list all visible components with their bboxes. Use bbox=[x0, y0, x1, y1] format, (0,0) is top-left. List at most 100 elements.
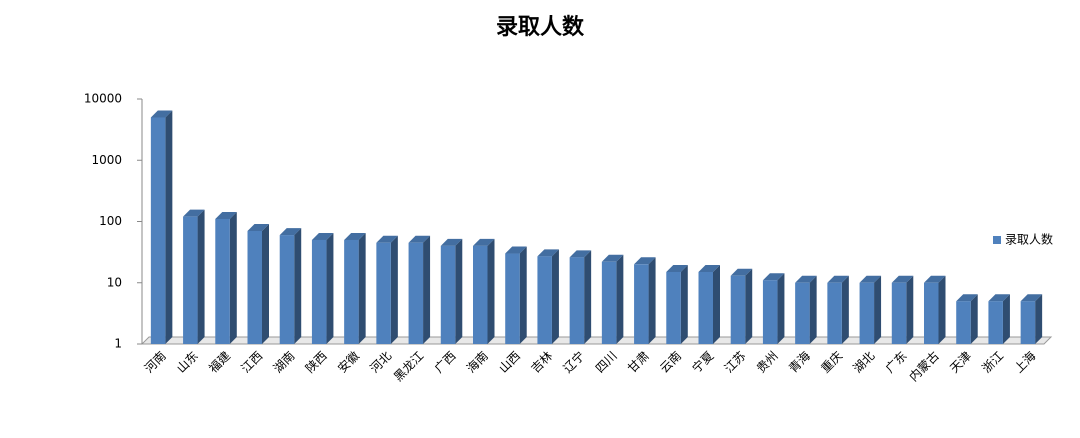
y-tick-label: 10000 bbox=[84, 92, 122, 106]
bar-top bbox=[698, 264, 720, 272]
x-tick-label: 贵州 bbox=[754, 349, 781, 376]
x-tick-label: 广东 bbox=[883, 349, 910, 376]
bar-side bbox=[487, 238, 495, 344]
chart-title: 录取人数 bbox=[496, 14, 585, 40]
bar-side bbox=[809, 275, 817, 344]
x-tick-label: 陕西 bbox=[302, 348, 330, 376]
bar-top bbox=[473, 238, 495, 246]
bar-top bbox=[634, 257, 656, 265]
bar-side bbox=[777, 273, 785, 344]
bar bbox=[956, 301, 971, 344]
x-tick-label: 吉林 bbox=[528, 349, 555, 376]
bar-top bbox=[569, 250, 592, 258]
bar-top bbox=[408, 235, 431, 243]
bar bbox=[408, 242, 424, 344]
bar-top bbox=[956, 294, 978, 302]
bar bbox=[859, 282, 875, 344]
x-tick-label: 安徽 bbox=[334, 348, 362, 376]
bar bbox=[988, 301, 1003, 344]
bar-side bbox=[326, 232, 334, 344]
bar bbox=[891, 282, 907, 344]
x-tick-label: 河南 bbox=[141, 348, 169, 376]
bar bbox=[601, 261, 617, 344]
bar bbox=[247, 230, 262, 344]
x-tick-label: 广西 bbox=[432, 349, 459, 376]
bar bbox=[215, 218, 230, 344]
bar-top bbox=[924, 275, 946, 283]
bar-top bbox=[666, 264, 688, 272]
bar-side bbox=[519, 246, 527, 344]
bar-top bbox=[859, 275, 882, 283]
x-tick-label: 宁夏 bbox=[689, 348, 717, 376]
x-tick-label: 河北 bbox=[367, 349, 394, 376]
x-tick-label: 内蒙古 bbox=[906, 348, 942, 384]
x-tick-label: 湖南 bbox=[270, 348, 298, 376]
x-tick-label: 天津 bbox=[947, 349, 974, 376]
bar-top bbox=[601, 254, 624, 262]
x-tick-label: 江苏 bbox=[722, 349, 749, 376]
bar bbox=[569, 257, 585, 344]
bar-side bbox=[229, 211, 237, 344]
x-tick-label: 浙江 bbox=[979, 349, 1006, 376]
bar-top bbox=[762, 273, 785, 281]
bar-top bbox=[150, 110, 173, 118]
bar bbox=[311, 239, 327, 344]
bar-side bbox=[423, 235, 431, 344]
bar bbox=[344, 239, 359, 344]
bar bbox=[376, 242, 391, 344]
bar-top bbox=[730, 268, 753, 276]
bar-side bbox=[165, 110, 173, 345]
y-tick-label: 100 bbox=[99, 214, 122, 228]
legend-swatch bbox=[993, 236, 1001, 244]
bar-top bbox=[376, 235, 398, 243]
bar-top bbox=[988, 294, 1010, 302]
bar-top bbox=[215, 211, 237, 219]
bar-side bbox=[874, 275, 882, 344]
bar-side bbox=[712, 264, 720, 344]
bar-top bbox=[505, 246, 527, 254]
bar-top bbox=[247, 223, 269, 231]
bar-side bbox=[680, 264, 688, 344]
bar-side bbox=[616, 254, 624, 344]
bar-side bbox=[1035, 294, 1043, 344]
bar-top bbox=[344, 232, 366, 240]
bar bbox=[1020, 301, 1036, 344]
x-tick-label: 四川 bbox=[593, 349, 620, 376]
x-tick-label: 云南 bbox=[657, 348, 685, 376]
bar bbox=[795, 282, 810, 344]
bar-side bbox=[938, 275, 946, 344]
bar-top bbox=[311, 232, 334, 240]
x-tick-label: 江西 bbox=[238, 349, 265, 376]
legend-label: 录取人数 bbox=[1005, 232, 1053, 247]
y-tick-label: 1000 bbox=[91, 153, 122, 167]
bar bbox=[634, 264, 649, 344]
x-tick-label: 山西 bbox=[496, 349, 523, 376]
x-tick-label: 辽宁 bbox=[560, 348, 588, 376]
x-tick-label: 山东 bbox=[174, 349, 201, 376]
bar-top bbox=[537, 249, 559, 257]
bar-side bbox=[841, 275, 849, 344]
bar-top bbox=[183, 209, 205, 217]
bar bbox=[150, 117, 166, 345]
bar bbox=[537, 256, 552, 344]
bar-side bbox=[745, 268, 753, 344]
bar bbox=[924, 282, 939, 344]
x-tick-label: 湖北 bbox=[850, 348, 878, 376]
bar-top bbox=[795, 275, 817, 283]
bar-side bbox=[261, 223, 269, 344]
bar-side bbox=[648, 257, 656, 344]
floor bbox=[140, 336, 1053, 345]
x-tick-label: 海南 bbox=[463, 348, 491, 376]
bar bbox=[762, 280, 778, 344]
bar bbox=[730, 275, 746, 344]
x-tick-label: 青海 bbox=[785, 348, 813, 376]
x-tick-label: 甘肃 bbox=[625, 349, 652, 376]
bar-top bbox=[891, 275, 914, 283]
bar bbox=[183, 216, 198, 344]
bar-side bbox=[970, 294, 978, 344]
bar-side bbox=[584, 250, 592, 344]
bar-side bbox=[390, 235, 398, 344]
bar bbox=[698, 271, 713, 344]
